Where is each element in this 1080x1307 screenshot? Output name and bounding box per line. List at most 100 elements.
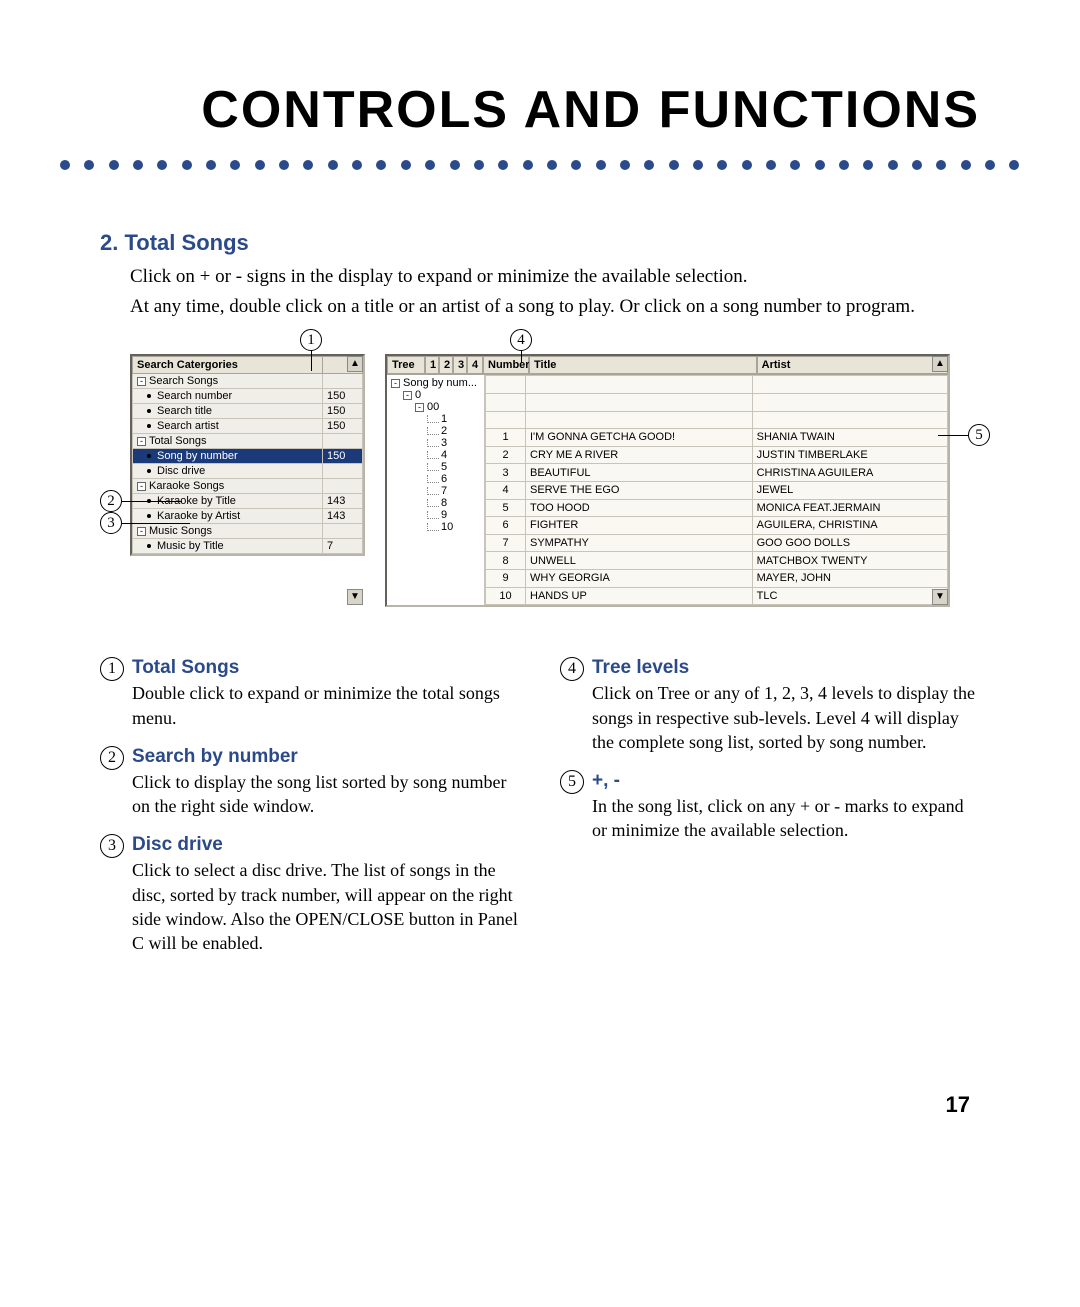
song-artist[interactable]: MATCHBOX TWENTY xyxy=(752,552,947,570)
section-title: Total Songs xyxy=(124,230,248,255)
category-row[interactable]: Disc drive xyxy=(133,464,363,479)
category-row[interactable]: Music by Title7 xyxy=(133,539,363,554)
song-row[interactable]: 10HANDS UPTLC xyxy=(486,587,948,605)
song-number[interactable]: 6 xyxy=(486,517,526,535)
song-number[interactable]: 7 xyxy=(486,534,526,552)
tree-node[interactable]: -0 xyxy=(389,389,482,401)
minus-icon[interactable]: - xyxy=(137,527,146,536)
scroll-down-icon[interactable]: ▼ xyxy=(932,589,948,605)
song-artist[interactable]: GOO GOO DOLLS xyxy=(752,534,947,552)
song-row[interactable]: 6FIGHTERAGUILERA, CHRISTINA xyxy=(486,517,948,535)
minus-icon[interactable]: - xyxy=(137,482,146,491)
category-label[interactable]: Music by Title xyxy=(133,539,323,554)
tree-leaf[interactable]: 9 xyxy=(389,509,482,521)
song-row[interactable]: 2CRY ME A RIVERJUSTIN TIMBERLAKE xyxy=(486,446,948,464)
song-title[interactable]: WHY GEORGIA xyxy=(526,570,753,588)
song-number[interactable]: 5 xyxy=(486,499,526,517)
category-label[interactable]: -Karaoke Songs xyxy=(133,479,323,494)
tree-leaf-label: 6 xyxy=(441,473,447,485)
category-row[interactable]: -Karaoke Songs xyxy=(133,479,363,494)
song-title[interactable]: UNWELL xyxy=(526,552,753,570)
category-label[interactable]: -Music Songs xyxy=(133,524,323,539)
song-title[interactable]: CRY ME A RIVER xyxy=(526,446,753,464)
category-row[interactable]: Search artist150 xyxy=(133,419,363,434)
tree-line-icon xyxy=(427,427,439,435)
song-artist[interactable]: MAYER, JOHN xyxy=(752,570,947,588)
tree-leaf[interactable]: 7 xyxy=(389,485,482,497)
song-number[interactable]: 4 xyxy=(486,481,526,499)
circled-number-icon: 1 xyxy=(100,657,124,681)
tab-level-2[interactable]: 2 xyxy=(439,356,453,374)
song-row[interactable]: 9WHY GEORGIAMAYER, JOHN xyxy=(486,570,948,588)
minus-icon[interactable]: - xyxy=(137,377,146,386)
tree-node[interactable]: -00 xyxy=(389,401,482,413)
song-title[interactable]: SYMPATHY xyxy=(526,534,753,552)
tab-level-4[interactable]: 4 xyxy=(467,356,483,374)
song-artist[interactable]: SHANIA TWAIN xyxy=(752,429,947,447)
scroll-up-icon[interactable]: ▲ xyxy=(347,356,363,372)
song-title[interactable]: TOO HOOD xyxy=(526,499,753,517)
scroll-down-icon[interactable]: ▼ xyxy=(347,589,363,605)
category-row[interactable]: Search number150 xyxy=(133,389,363,404)
scroll-up-icon[interactable]: ▲ xyxy=(932,356,948,372)
song-number[interactable]: 1 xyxy=(486,429,526,447)
song-title[interactable]: BEAUTIFUL xyxy=(526,464,753,482)
category-header[interactable]: Search Catergories xyxy=(133,357,323,374)
category-label[interactable]: Search artist xyxy=(133,419,323,434)
category-label[interactable]: -Total Songs xyxy=(133,434,323,449)
category-label[interactable]: Song by number xyxy=(133,449,323,464)
song-number[interactable]: 8 xyxy=(486,552,526,570)
song-number[interactable]: 2 xyxy=(486,446,526,464)
column-title[interactable]: Title xyxy=(529,356,757,374)
song-title[interactable]: HANDS UP xyxy=(526,587,753,605)
minus-icon[interactable]: - xyxy=(415,403,424,412)
minus-icon[interactable]: - xyxy=(137,437,146,446)
song-artist[interactable]: JEWEL xyxy=(752,481,947,499)
tab-level-1[interactable]: 1 xyxy=(425,356,439,374)
tree-line-icon xyxy=(427,451,439,459)
song-row[interactable]: 4SERVE THE EGOJEWEL xyxy=(486,481,948,499)
song-artist[interactable]: JUSTIN TIMBERLAKE xyxy=(752,446,947,464)
tree-leaf[interactable]: 4 xyxy=(389,449,482,461)
tree-leaf[interactable]: 6 xyxy=(389,473,482,485)
tree-leaf[interactable]: 3 xyxy=(389,437,482,449)
category-label[interactable]: Disc drive xyxy=(133,464,323,479)
category-row[interactable]: -Total Songs xyxy=(133,434,363,449)
song-artist[interactable]: CHRISTINA AGUILERA xyxy=(752,464,947,482)
category-label[interactable]: -Search Songs xyxy=(133,374,323,389)
column-number[interactable]: Number xyxy=(483,356,529,374)
song-row[interactable]: 3BEAUTIFULCHRISTINA AGUILERA xyxy=(486,464,948,482)
column-artist[interactable]: Artist xyxy=(757,356,948,374)
song-artist[interactable]: TLC xyxy=(752,587,947,605)
tree-leaf[interactable]: 5 xyxy=(389,461,482,473)
category-row[interactable]: Karaoke by Artist143 xyxy=(133,509,363,524)
song-number[interactable]: 10 xyxy=(486,587,526,605)
tree-leaf[interactable]: 2 xyxy=(389,425,482,437)
song-artist[interactable]: AGUILERA, CHRISTINA xyxy=(752,517,947,535)
tab-level-3[interactable]: 3 xyxy=(453,356,467,374)
category-label[interactable]: Search number xyxy=(133,389,323,404)
category-row[interactable]: -Search Songs xyxy=(133,374,363,389)
song-row[interactable]: 1I'M GONNA GETCHA GOOD!SHANIA TWAIN xyxy=(486,429,948,447)
category-row[interactable]: Search title150 xyxy=(133,404,363,419)
category-row[interactable]: -Music Songs xyxy=(133,524,363,539)
song-number[interactable]: 3 xyxy=(486,464,526,482)
category-label[interactable]: Karaoke by Artist xyxy=(133,509,323,524)
song-row[interactable]: 8UNWELLMATCHBOX TWENTY xyxy=(486,552,948,570)
tree-root[interactable]: -Song by num... xyxy=(389,377,482,389)
song-title[interactable]: FIGHTER xyxy=(526,517,753,535)
song-number[interactable]: 9 xyxy=(486,570,526,588)
song-artist[interactable]: MONICA FEAT.JERMAIN xyxy=(752,499,947,517)
tree-leaf[interactable]: 8 xyxy=(389,497,482,509)
song-title[interactable]: SERVE THE EGO xyxy=(526,481,753,499)
category-row[interactable]: Song by number150 xyxy=(133,449,363,464)
tab-tree[interactable]: Tree xyxy=(387,356,425,374)
song-row[interactable]: 7SYMPATHYGOO GOO DOLLS xyxy=(486,534,948,552)
minus-icon[interactable]: - xyxy=(403,391,412,400)
song-title[interactable]: I'M GONNA GETCHA GOOD! xyxy=(526,429,753,447)
minus-icon[interactable]: - xyxy=(391,379,400,388)
category-label[interactable]: Search title xyxy=(133,404,323,419)
tree-leaf[interactable]: 10 xyxy=(389,521,482,533)
tree-leaf[interactable]: 1 xyxy=(389,413,482,425)
song-row[interactable]: 5TOO HOODMONICA FEAT.JERMAIN xyxy=(486,499,948,517)
